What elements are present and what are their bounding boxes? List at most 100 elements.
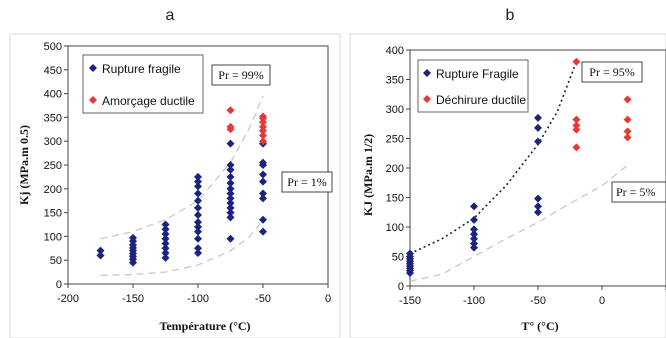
curve-pr-99- [100,95,264,240]
panel-b: b 0 50 100 150 200 250 300 350 400 -150 -100 -50 0 5… [349,7,666,338]
y-tick-label: 200 [44,184,62,196]
panel-b-points [406,57,632,278]
y-tick-label: 500 [44,41,62,53]
data-point-fragile [226,234,235,243]
data-point-ductile [623,133,632,142]
panel-b-legend-box [417,59,529,113]
panel-a-curves [100,95,264,277]
y-tick-label: 150 [44,208,62,220]
curve-pr-95- [409,61,578,255]
data-point-fragile [194,227,202,236]
legend-marker-rupture-fragile [89,64,97,72]
y-tick-label: 250 [386,134,404,146]
data-point-ductile [623,115,632,124]
data-point-fragile [470,239,478,248]
y-tick-label: 250 [44,160,62,172]
data-point-ductile [226,122,235,131]
data-point-fragile [226,199,235,208]
legend-marker-dechirure-ductile [423,95,431,103]
x-tick-label: 0 [325,293,331,305]
data-point-fragile [534,194,542,203]
data-point-fragile [194,203,202,212]
data-point-ductile [259,122,267,131]
data-point-fragile [194,234,202,243]
panel-a-annotation-1: Pr = 99% [218,68,263,82]
data-point-ductile [572,143,581,152]
panel-b-annotation-box-2 [611,181,666,203]
data-point-fragile [259,189,267,198]
y-tick-label: 200 [386,163,404,175]
panel-b-annotation-1: Pr = 95% [589,65,634,79]
data-point-ductile [623,95,632,104]
x-tick-label: -200 [57,293,79,305]
panel-b-legend-label-1: Rupture Fragile [436,67,519,81]
data-point-fragile [226,213,235,222]
data-point-ductile [226,106,235,115]
data-point-ductile [572,121,581,130]
data-point-fragile [534,137,542,146]
data-point-fragile [194,196,202,205]
panel-a-legend-label-2: Amorçage ductile [102,94,195,108]
data-point-fragile [194,189,202,198]
y-tick-label: 0 [398,281,404,293]
x-tick-label: -50 [255,293,271,305]
y-tick-label: 0 [56,279,62,291]
y-tick-label: 400 [44,89,62,101]
data-point-fragile [226,179,235,188]
data-point-fragile [161,220,170,229]
panel-a-annotation-box-2 [281,171,333,193]
x-tick-label: -150 [399,295,421,307]
data-point-fragile [470,230,478,239]
panel-b-legend: Rupture Fragile Déchirure ductile [417,59,529,113]
data-point-fragile [470,225,478,234]
panel-a-x-ticks: -200 -150 -100 -50 0 [57,284,331,305]
x-tick-label: -100 [463,295,485,307]
curve-pr-1- [100,219,264,277]
data-point-fragile [534,208,542,217]
data-point-fragile [470,234,478,243]
y-tick-label: 300 [386,104,404,116]
x-tick-label: -100 [187,293,209,305]
panel-b-y-title: KJ (MPa.m 1/2) [361,134,375,216]
panel-a-x-title: Température (°C) [159,319,250,333]
panel-a-y-ticks: 0 50 100 150 200 250 300 350 400 450 500 [44,41,68,291]
data-point-fragile [161,249,170,258]
curve-pr-5- [409,164,629,282]
y-tick-label: 350 [386,75,404,87]
x-tick-label: -50 [530,295,546,307]
data-point-fragile [194,172,202,181]
panel-b-x-title: T° (°C) [521,319,558,333]
data-point-fragile [226,172,235,181]
data-point-fragile [161,225,170,234]
data-point-ductile [259,131,267,140]
data-point-fragile [470,243,478,252]
data-point-fragile [226,184,235,193]
data-point-fragile [96,251,105,260]
y-tick-label: 150 [386,193,404,205]
data-point-fragile [96,246,105,255]
panel-a-annotation-box-1 [211,64,271,86]
y-tick-label: 450 [44,65,62,77]
data-point-fragile [259,170,267,179]
data-point-fragile [226,203,235,212]
data-point-fragile [259,215,267,224]
panel-b-curves [409,61,629,282]
y-tick-label: 50 [392,252,404,264]
data-point-fragile [406,249,414,258]
panel-a-y-title: Kj (MPa.m 0.5) [17,125,31,205]
panel-a-letter: a [166,7,175,24]
data-point-fragile [129,233,137,242]
y-tick-label: 100 [386,222,404,234]
data-point-ductile [572,57,581,66]
data-point-fragile [226,161,235,169]
panel-b-x-ticks: -150-100-50050 [399,286,666,307]
panel-a-annotation-2: Pr = 1% [287,175,326,189]
data-point-fragile [534,123,542,132]
data-point-fragile [194,182,202,191]
panel-b-letter: b [506,7,515,24]
panel-a-legend-label-1: Rupture fragile [102,62,181,76]
data-point-fragile [470,202,478,211]
data-point-fragile [161,234,170,243]
panel-b-y-ticks: 0 50 100 150 200 250 300 350 400 [386,45,410,293]
